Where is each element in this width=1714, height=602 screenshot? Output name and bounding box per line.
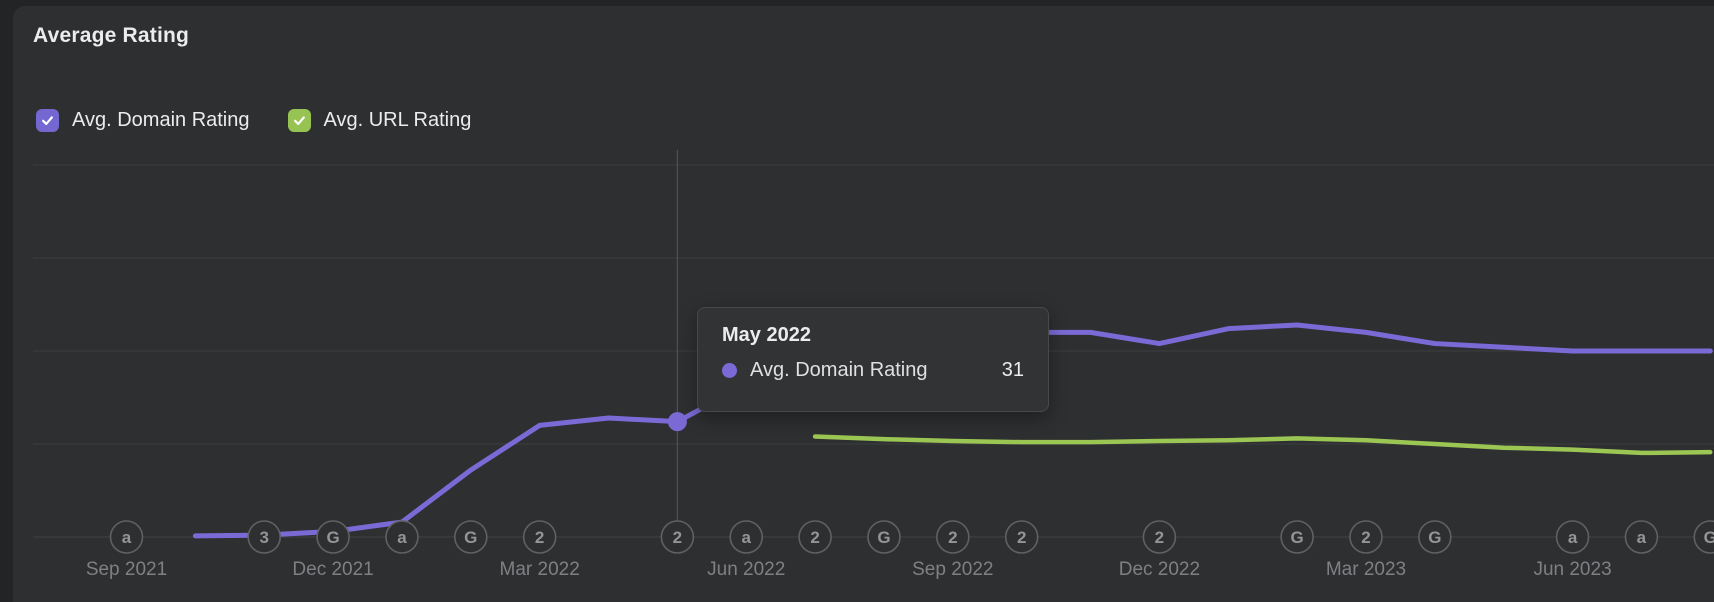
axis-event-marker[interactable]	[109, 520, 144, 554]
axis-event-marker-glyph: 2	[948, 528, 957, 547]
axis-event-marker[interactable]	[1693, 520, 1714, 554]
axis-event-marker[interactable]	[660, 520, 695, 554]
axis-event-marker[interactable]	[867, 520, 901, 554]
axis-event-marker-glyph: 3	[259, 528, 268, 547]
x-axis-tick-label: Dec 2022	[1119, 559, 1200, 580]
axis-event-marker-glyph: G	[326, 528, 339, 547]
axis-event-marker[interactable]	[1280, 520, 1314, 554]
legend-label: Avg. Domain Rating	[72, 109, 250, 131]
axis-event-marker[interactable]	[729, 520, 764, 554]
axis-event-marker[interactable]	[522, 520, 557, 554]
axis-event-marker-glyph: 2	[673, 528, 682, 547]
axis-event-marker[interactable]	[1555, 520, 1590, 554]
avg-url-rating-checkbox[interactable]	[287, 109, 311, 132]
axis-event-marker-glyph: 2	[535, 528, 544, 547]
chart-tooltip: May 2022 Avg. Domain Rating 31	[697, 307, 1049, 412]
x-axis-tick-label: Mar 2022	[500, 559, 580, 580]
axis-event-marker-glyph: a	[742, 528, 752, 547]
axis-event-marker[interactable]	[316, 520, 350, 554]
legend-item-avg-url-rating[interactable]: Avg. URL Rating	[287, 109, 472, 132]
axis-event-marker-glyph: 2	[1155, 528, 1164, 547]
x-axis-tick-label: Sep 2021	[86, 559, 167, 580]
chart-title: Average Rating	[33, 24, 190, 47]
tooltip-title: May 2022	[722, 324, 811, 346]
url-rating-line	[812, 434, 1713, 456]
axis-event-marker-glyph: G	[877, 528, 890, 547]
axis-event-marker[interactable]	[1624, 520, 1659, 554]
axis-event-marker[interactable]	[1142, 520, 1177, 554]
axis-event-marker[interactable]	[453, 520, 488, 554]
series-dot-icon	[722, 363, 737, 378]
axis-event-marker[interactable]	[798, 520, 832, 554]
tooltip-series-value: 31	[1001, 359, 1024, 381]
tooltip-row: Avg. Domain Rating 31	[722, 359, 1024, 382]
x-axis-tick-label: Mar 2023	[1326, 559, 1406, 580]
legend-label: Avg. URL Rating	[323, 109, 472, 131]
axis-event-marker[interactable]	[936, 520, 970, 554]
x-axis-tick-label: Jun 2022	[707, 559, 785, 580]
x-axis-tick-label: Jun 2023	[1533, 559, 1611, 580]
axis-event-marker-glyph: 2	[810, 528, 819, 547]
axis-event-marker[interactable]	[1349, 520, 1383, 554]
average-rating-panel: Average Rating Avg. Domain Rating Avg. U…	[13, 6, 1714, 602]
axis-event-marker-glyph: G	[1291, 528, 1304, 547]
axis-event-marker-glyph: a	[122, 528, 132, 547]
hover-point-dot	[667, 412, 687, 432]
axis-event-marker[interactable]	[1418, 520, 1452, 554]
avg-domain-rating-checkbox[interactable]	[36, 109, 59, 132]
axis-event-marker-glyph: 2	[1361, 528, 1370, 547]
axis-event-marker[interactable]	[247, 520, 282, 554]
axis-event-marker-glyph: 2	[1017, 528, 1026, 547]
legend-item-avg-domain-rating[interactable]: Avg. Domain Rating	[36, 109, 250, 132]
chart-legend: Avg. Domain Rating Avg. URL Rating	[36, 109, 471, 132]
axis-event-marker[interactable]	[1004, 520, 1039, 554]
checkmark-icon	[42, 116, 53, 125]
checkmark-icon	[293, 116, 305, 125]
axis-event-marker-glyph: a	[1637, 528, 1647, 547]
axis-event-marker-glyph: G	[464, 528, 477, 547]
x-axis-tick-label: Dec 2021	[292, 559, 373, 580]
axis-event-marker[interactable]	[385, 520, 419, 554]
tooltip-series-label: Avg. Domain Rating	[750, 359, 928, 381]
axis-event-marker-glyph: a	[397, 528, 407, 547]
x-axis-tick-label: Sep 2022	[912, 559, 993, 580]
axis-event-marker-glyph: G	[1704, 528, 1714, 547]
axis-event-marker-glyph: a	[1568, 528, 1578, 547]
axis-event-marker-glyph: G	[1428, 528, 1441, 547]
